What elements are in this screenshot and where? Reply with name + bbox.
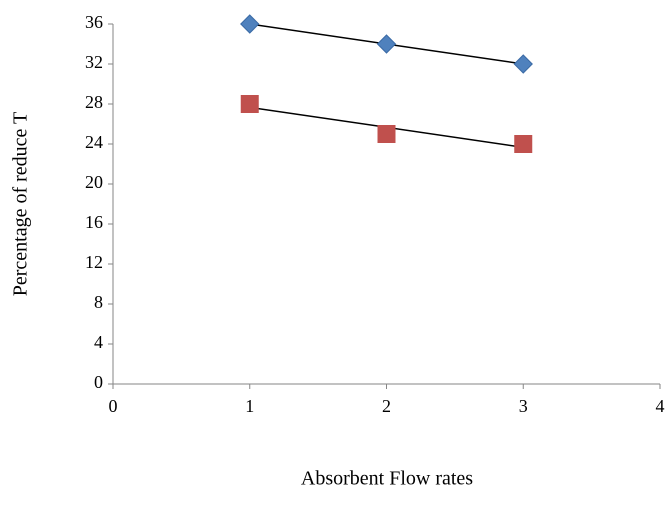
- y-tick-label: 20: [85, 172, 103, 192]
- point: [514, 135, 533, 153]
- x-tick-label: 1: [245, 396, 254, 416]
- y-tick-label: 32: [85, 52, 103, 72]
- point: [376, 34, 397, 54]
- x-tick-label: 3: [519, 396, 528, 416]
- x-tick-label: 4: [656, 396, 665, 416]
- y-tick-label: 28: [85, 92, 103, 112]
- point: [513, 54, 533, 74]
- y-tick-label: 12: [85, 252, 103, 272]
- y-tick-label: 4: [94, 332, 103, 352]
- x-axis-label: Absorbent Flow rates: [301, 468, 473, 490]
- x-tick-label: 2: [382, 396, 391, 416]
- point: [377, 125, 396, 143]
- y-tick-label: 36: [85, 12, 103, 32]
- y-tick-label: 0: [94, 372, 103, 392]
- point: [240, 14, 260, 34]
- y-axis-label: Percentage of reduce T: [10, 112, 32, 297]
- x-tick-label: 0: [109, 396, 118, 416]
- y-tick-label: 24: [85, 132, 103, 152]
- y-tick-label: 16: [85, 212, 103, 232]
- y-tick-label: 8: [94, 292, 103, 312]
- point: [240, 95, 259, 113]
